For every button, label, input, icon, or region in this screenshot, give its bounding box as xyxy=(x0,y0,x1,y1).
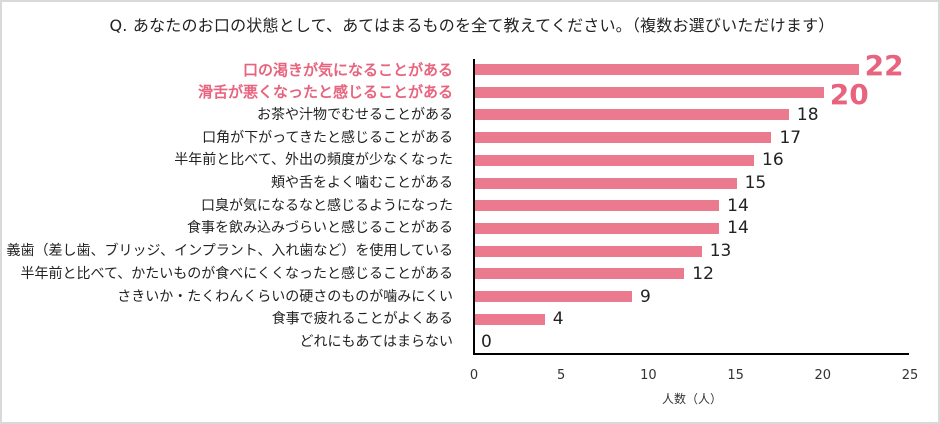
category-label: 滑舌が悪くなったと感じることがある xyxy=(197,83,453,102)
value-label: 14 xyxy=(727,218,749,239)
bar xyxy=(475,154,755,166)
value-label: 4 xyxy=(552,309,564,330)
value-label: 9 xyxy=(639,286,651,307)
category-label: お茶や汁物でむせることがある xyxy=(257,106,453,123)
bar xyxy=(475,291,632,302)
chart-title: Q. あなたのお口の状態として、あてはまるものを全て教えてください。（複数お選び… xyxy=(109,16,835,35)
bar xyxy=(475,177,737,189)
value-label: 12 xyxy=(692,263,714,284)
value-label: 18 xyxy=(796,104,819,125)
bar xyxy=(475,313,545,325)
category-label: 口角が下がってきたと感じることがある xyxy=(202,129,453,146)
category-label: 口臭が気になるなと感じるようになった xyxy=(201,197,453,214)
category-label: 半年前と比べて、かたいものが食べにくくなったと感じることがある xyxy=(20,265,453,282)
value-label: 22 xyxy=(864,49,904,82)
category-label: 頬や舌をよく噛むことがある xyxy=(271,175,453,191)
x-tick-label: 0 xyxy=(469,368,479,383)
bar xyxy=(475,222,720,234)
bar xyxy=(475,109,789,121)
category-label: さきいか・たくわんくらいの硬さのものが噛みにくい xyxy=(117,288,453,305)
x-tick-label: 15 xyxy=(727,368,744,383)
x-axis-label: 人数（人） xyxy=(661,392,722,406)
bar xyxy=(475,200,720,212)
x-tick-label: 10 xyxy=(640,368,657,383)
value-label: 13 xyxy=(709,241,732,262)
category-label: 口の渇きが気になることがある xyxy=(242,60,453,79)
category-label: 食事を飲み込みづらいと感じることがある xyxy=(187,220,453,237)
bar xyxy=(475,86,824,98)
bar xyxy=(475,268,685,280)
value-label: 17 xyxy=(779,127,802,148)
x-tick-label: 25 xyxy=(901,368,919,383)
bar xyxy=(475,132,772,144)
bar xyxy=(475,245,702,257)
category-label: 食事で疲れることがよくある xyxy=(271,311,453,328)
plot-area xyxy=(473,59,909,355)
category-label: 義歯（差し歯、ブリッジ、インプラント、入れ歯など）を使用している xyxy=(6,243,453,260)
category-label: どれにもあてはまらない xyxy=(299,333,453,350)
value-label: 0 xyxy=(481,331,492,352)
value-label: 20 xyxy=(829,77,869,111)
value-label: 14 xyxy=(727,195,749,216)
value-label: 15 xyxy=(744,173,767,193)
x-tick-label: 5 xyxy=(557,368,566,383)
category-label: 半年前と比べて、外出の頻度が少なくなった xyxy=(174,152,453,169)
value-label: 16 xyxy=(762,150,784,171)
x-tick-label: 20 xyxy=(814,368,832,383)
bar xyxy=(475,64,859,75)
